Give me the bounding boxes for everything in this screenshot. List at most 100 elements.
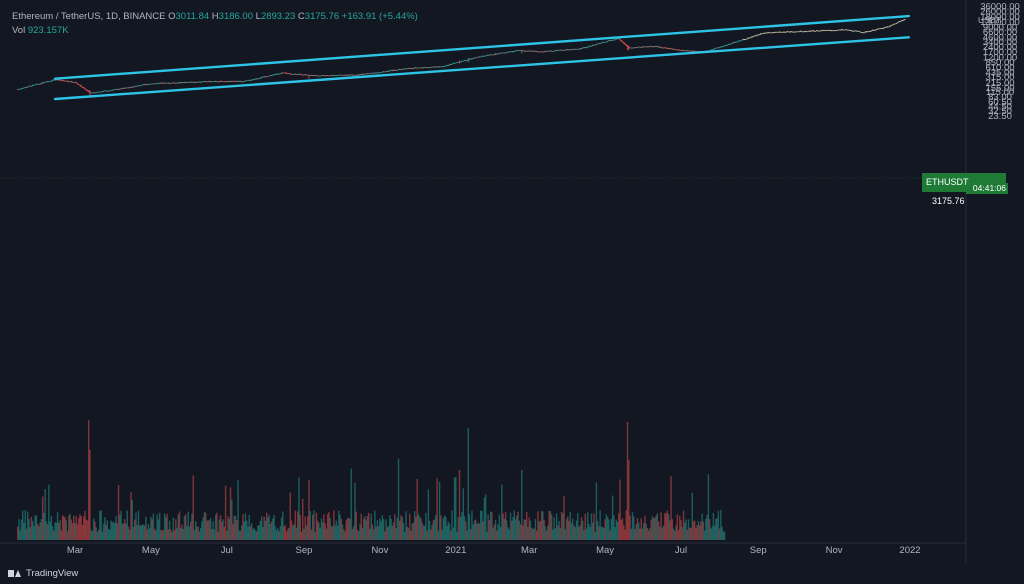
- volume-bar: [196, 526, 198, 540]
- volume-bar: [518, 520, 520, 540]
- y-tick-label: 13000.00: [980, 17, 1020, 28]
- candle-body: [305, 74, 308, 76]
- volume-bar: [83, 516, 85, 540]
- volume-bar: [282, 511, 284, 540]
- candle-body: [280, 72, 283, 74]
- volume-bar: [270, 521, 273, 540]
- volume-bar: [467, 428, 469, 540]
- volume-bar: [129, 529, 131, 540]
- volume-bar: [294, 510, 296, 540]
- tradingview-logo[interactable]: TradingView: [8, 568, 78, 579]
- candle-body: [626, 45, 629, 47]
- candle-body: [43, 82, 45, 84]
- candle-body: [564, 50, 566, 51]
- candle-body: [442, 66, 444, 68]
- candle-body: [666, 47, 668, 49]
- candle-body: [593, 44, 595, 46]
- candle-body: [669, 48, 671, 49]
- candle-body: [590, 45, 593, 47]
- volume-bar: [547, 525, 549, 540]
- symbol-title[interactable]: Ethereum / TetherUS, 1D, BINANCE: [12, 11, 166, 22]
- volume-bar: [478, 523, 481, 540]
- volume-bar: [139, 525, 141, 540]
- volume-bar: [601, 526, 604, 540]
- volume-bar: [314, 531, 316, 540]
- volume-bar: [545, 530, 548, 540]
- candle-body: [765, 32, 767, 34]
- volume-label[interactable]: Vol: [12, 25, 26, 36]
- channel-lines[interactable]: [53, 14, 910, 101]
- price-axis[interactable]: 36000.0026000.0018000.0013000.009000.006…: [980, 2, 1020, 122]
- candle-body: [624, 43, 626, 45]
- candle-body: [542, 51, 544, 53]
- volume-bar: [437, 530, 440, 540]
- volume-bar: [674, 530, 676, 540]
- volume-bar: [27, 511, 29, 540]
- volume-bar: [460, 516, 462, 540]
- candle-body: [269, 75, 271, 77]
- volume-bar: [183, 515, 186, 540]
- candle-body: [578, 48, 580, 50]
- candle-body: [643, 46, 645, 48]
- candle-body: [779, 31, 782, 33]
- candle-body: [125, 87, 127, 89]
- time-axis[interactable]: Mar May Jul Sep Nov 2021 Mar May Jul Sep Nov 2022: [67, 545, 921, 556]
- volume-bar: [24, 510, 26, 540]
- candle-body: [537, 51, 539, 53]
- candle-body: [243, 81, 245, 82]
- volume-bar: [293, 524, 295, 540]
- candle-body: [343, 75, 345, 76]
- volume-bar: [689, 527, 691, 540]
- volume-bar: [260, 516, 263, 540]
- candle-body: [757, 34, 759, 36]
- volume-bar: [697, 521, 700, 540]
- volume-bar: [248, 514, 250, 540]
- volume-bar: [330, 525, 333, 540]
- candle-body: [826, 30, 828, 31]
- volume-bar: [682, 510, 685, 540]
- volume-bar: [445, 516, 447, 540]
- volume-bar: [506, 520, 508, 540]
- candle-body: [655, 46, 657, 48]
- volume-bar: [701, 513, 703, 540]
- high-value: 3186.00: [218, 11, 253, 22]
- volume-bar: [677, 530, 680, 540]
- volume-bar: [579, 525, 581, 540]
- volume-bar: [141, 525, 143, 540]
- candle-body: [299, 73, 301, 75]
- volume-bar: [345, 520, 347, 540]
- candle-body: [506, 52, 508, 54]
- volume-bar: [166, 514, 168, 540]
- candle-body: [381, 71, 383, 73]
- candle-body: [25, 87, 28, 88]
- candle-body: [407, 68, 410, 69]
- candle-body: [789, 31, 792, 33]
- candle-body: [853, 30, 855, 32]
- y-tick-label: 850.00: [985, 57, 1014, 68]
- candle-body: [621, 41, 624, 43]
- chart-legend: Ethereum / TetherUS, 1D, BINANCE O3011.8…: [12, 10, 418, 38]
- volume-bar: [22, 510, 24, 540]
- candle-body: [152, 83, 154, 85]
- candle-body: [268, 75, 270, 77]
- candle-body: [297, 74, 299, 75]
- volume-bar: [60, 530, 63, 540]
- volume-bar: [142, 524, 145, 540]
- candle-body: [366, 73, 369, 75]
- volume-bar: [203, 511, 206, 540]
- candle-body: [30, 85, 33, 87]
- candle-body: [689, 50, 691, 52]
- candle-body: [391, 70, 393, 72]
- candle-body: [818, 30, 820, 32]
- low-value: 2893.23: [260, 11, 296, 22]
- volume-bar: [695, 528, 697, 540]
- candle-body: [333, 75, 335, 77]
- candle-body: [120, 88, 122, 90]
- volume-bar: [649, 528, 651, 540]
- candle-body: [488, 54, 490, 56]
- volume-bar: [247, 526, 249, 540]
- candle-body: [91, 92, 94, 94]
- volume-bar: [542, 511, 544, 540]
- candle-body: [498, 53, 500, 55]
